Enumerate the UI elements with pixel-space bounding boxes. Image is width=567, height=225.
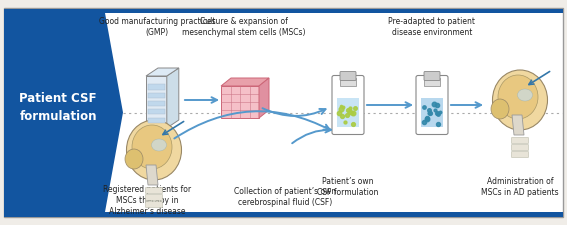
FancyBboxPatch shape bbox=[511, 137, 528, 144]
Polygon shape bbox=[146, 165, 158, 185]
FancyBboxPatch shape bbox=[147, 84, 165, 90]
Text: Pre-adapted to patient
disease environment: Pre-adapted to patient disease environme… bbox=[388, 17, 476, 37]
Ellipse shape bbox=[491, 99, 509, 119]
Ellipse shape bbox=[125, 149, 143, 169]
FancyBboxPatch shape bbox=[146, 202, 163, 207]
Polygon shape bbox=[512, 115, 524, 135]
Text: Good manufacturing practices
(GMP): Good manufacturing practices (GMP) bbox=[99, 17, 215, 37]
Ellipse shape bbox=[132, 125, 172, 169]
FancyBboxPatch shape bbox=[146, 187, 163, 194]
Polygon shape bbox=[221, 78, 269, 86]
FancyBboxPatch shape bbox=[337, 98, 359, 126]
FancyBboxPatch shape bbox=[146, 76, 167, 128]
FancyBboxPatch shape bbox=[511, 144, 528, 151]
Text: Patient CSF
formulation: Patient CSF formulation bbox=[19, 92, 97, 123]
FancyBboxPatch shape bbox=[424, 77, 441, 86]
Ellipse shape bbox=[518, 89, 532, 101]
FancyBboxPatch shape bbox=[146, 194, 163, 200]
Text: Culture & expansion of
mesenchymal stem cells (MSCs): Culture & expansion of mesenchymal stem … bbox=[182, 17, 306, 37]
FancyBboxPatch shape bbox=[4, 212, 563, 217]
Polygon shape bbox=[167, 68, 179, 128]
Text: Administration of
MSCs in AD patients: Administration of MSCs in AD patients bbox=[481, 177, 559, 197]
FancyBboxPatch shape bbox=[332, 76, 364, 135]
FancyBboxPatch shape bbox=[221, 86, 259, 118]
Text: Collection of patient’s own
cerebrospinal fluid (CSF): Collection of patient’s own cerebrospina… bbox=[234, 187, 336, 207]
Ellipse shape bbox=[493, 70, 548, 130]
FancyBboxPatch shape bbox=[421, 98, 443, 126]
FancyBboxPatch shape bbox=[147, 118, 165, 123]
FancyBboxPatch shape bbox=[424, 72, 440, 81]
Ellipse shape bbox=[151, 139, 167, 151]
Text: Registered patients for
MSCs therapy in
Alzheimer’s disease: Registered patients for MSCs therapy in … bbox=[103, 185, 191, 216]
FancyBboxPatch shape bbox=[340, 77, 357, 86]
Polygon shape bbox=[259, 78, 269, 118]
FancyBboxPatch shape bbox=[4, 8, 563, 217]
Polygon shape bbox=[4, 13, 123, 212]
Ellipse shape bbox=[126, 120, 181, 180]
Polygon shape bbox=[146, 68, 179, 76]
FancyBboxPatch shape bbox=[340, 72, 356, 81]
FancyBboxPatch shape bbox=[147, 109, 165, 115]
FancyBboxPatch shape bbox=[4, 9, 563, 13]
FancyBboxPatch shape bbox=[416, 76, 448, 135]
FancyBboxPatch shape bbox=[147, 101, 165, 106]
FancyBboxPatch shape bbox=[511, 151, 528, 158]
Text: Patient’s own
CSF formulation: Patient’s own CSF formulation bbox=[318, 177, 379, 197]
Ellipse shape bbox=[498, 75, 538, 119]
FancyBboxPatch shape bbox=[147, 93, 165, 98]
